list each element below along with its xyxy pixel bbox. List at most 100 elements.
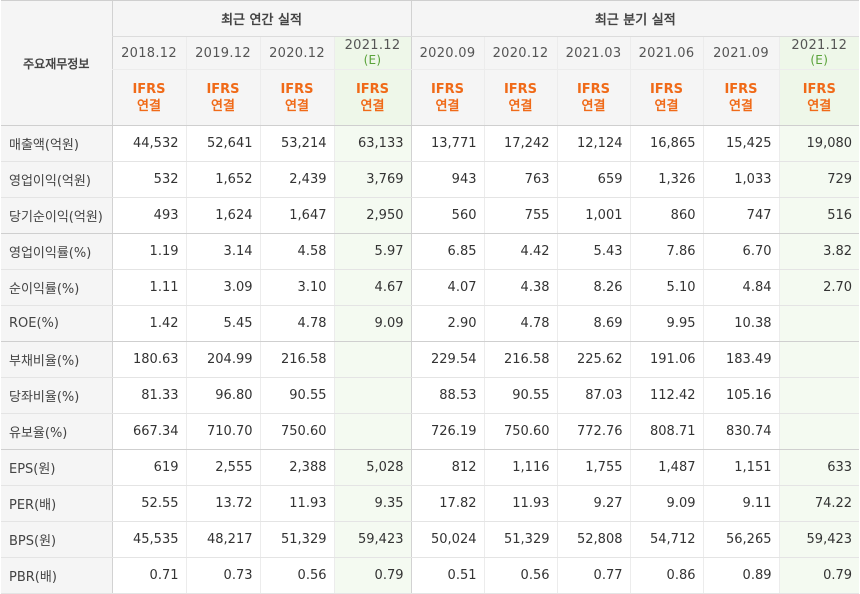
period-label: 2021.12	[791, 38, 848, 53]
basis-line1: IFRS	[724, 81, 758, 97]
table-cell: 659	[556, 161, 630, 198]
table-cell: 3.82	[778, 233, 860, 270]
period-label: 2020.12	[492, 45, 549, 61]
table-cell: 1,326	[629, 161, 703, 198]
basis-line1: IFRS	[576, 81, 611, 97]
table-cell: 0.56	[259, 557, 334, 594]
basis-header: IFRS 연결	[185, 69, 260, 126]
table-cell	[333, 341, 411, 378]
table-cell: 52.55	[111, 485, 186, 522]
row-label: BPS(원)	[1, 521, 112, 558]
basis-line1: IFRS	[802, 81, 836, 97]
table-cell: 56,265	[702, 521, 779, 558]
table-cell: 12,124	[556, 125, 630, 162]
table-cell: 560	[410, 197, 484, 234]
basis-line1: IFRS	[503, 81, 538, 97]
table-cell: 3,769	[333, 161, 411, 198]
table-cell: 1,151	[702, 449, 779, 486]
table-cell: 710.70	[185, 413, 260, 450]
table-cell: 729	[778, 161, 860, 198]
period-header: 2020.09	[410, 36, 484, 70]
table-cell: 5,028	[333, 449, 411, 486]
table-cell: 726.19	[410, 413, 484, 450]
row-label: 영업이익률(%)	[1, 233, 112, 270]
basis-line2: 연결	[360, 98, 385, 114]
table-cell	[778, 377, 860, 414]
basis-line1: IFRS	[355, 81, 390, 97]
table-cell: 1,487	[629, 449, 703, 486]
table-cell	[778, 413, 860, 450]
table-row: ROE(%) 1.42 5.45 4.78 9.09 2.90 4.78 8.69 9.95 10…	[1, 305, 860, 342]
table-cell: 1.42	[111, 305, 186, 342]
row-label: 매출액(억원)	[1, 125, 112, 162]
table-row: BPS(원) 45,535 48,217 51,329 59,423 50,024 51,3…	[1, 521, 860, 558]
table-cell: 5.10	[629, 269, 703, 306]
table-cell	[333, 377, 411, 414]
table-cell: 532	[111, 161, 186, 198]
table-cell: 9.27	[556, 485, 630, 522]
table-cell	[333, 413, 411, 450]
table-cell: 2.70	[778, 269, 860, 306]
basis-line2: 연결	[137, 98, 161, 114]
table-cell: 15,425	[702, 125, 779, 162]
table-cell: 808.71	[629, 413, 703, 450]
table-cell: 54,712	[629, 521, 703, 558]
table-cell: 51,329	[483, 521, 557, 558]
basis-line2: 연결	[435, 98, 460, 114]
table-cell: 229.54	[410, 341, 484, 378]
row-label: 당기순이익(억원)	[1, 197, 112, 234]
table-cell: 87.03	[556, 377, 630, 414]
table-cell: 4.67	[333, 269, 411, 306]
table-cell: 90.55	[259, 377, 334, 414]
period-label: 2021.06	[638, 45, 695, 61]
table-cell: 11.93	[259, 485, 334, 522]
table-cell: 6.70	[702, 233, 779, 270]
basis-line2: 연결	[508, 98, 533, 114]
table-cell: 943	[410, 161, 484, 198]
table-cell: 3.10	[259, 269, 334, 306]
table-cell: 4.07	[410, 269, 484, 306]
table-cell: 5.43	[556, 233, 630, 270]
basis-line2: 연결	[654, 98, 679, 114]
table-cell: 2.90	[410, 305, 484, 342]
table-cell: 0.79	[333, 557, 411, 594]
table-cell: 9.09	[333, 305, 411, 342]
table-cell: 4.78	[483, 305, 557, 342]
period-header: 2021.03	[556, 36, 630, 70]
table-cell: 1.19	[111, 233, 186, 270]
table-cell: 2,388	[259, 449, 334, 486]
table-cell: 3.14	[185, 233, 260, 270]
period-label: 2020.09	[419, 45, 476, 61]
period-label: 2020.12	[269, 45, 325, 61]
table-cell: 1.11	[111, 269, 186, 306]
table-row: 당기순이익(억원) 493 1,624 1,647 2,950 560 755 1,001 86…	[1, 197, 860, 234]
table-cell: 51,329	[259, 521, 334, 558]
table-cell: 750.60	[259, 413, 334, 450]
estimate-marker: (E)	[363, 53, 382, 67]
table-cell: 2,950	[333, 197, 411, 234]
corner-label: 주요재무정보	[1, 0, 112, 126]
table-cell: 0.73	[185, 557, 260, 594]
table-cell: 0.89	[702, 557, 779, 594]
table-cell: 0.77	[556, 557, 630, 594]
table-cell: 1,652	[185, 161, 260, 198]
table-cell: 0.56	[483, 557, 557, 594]
table-cell: 11.93	[483, 485, 557, 522]
table-cell: 63,133	[333, 125, 411, 162]
period-label: 2021.03	[565, 45, 622, 61]
basis-line1: IFRS	[206, 81, 240, 97]
table-cell	[778, 341, 860, 378]
basis-header: IFRS 연결	[333, 69, 411, 126]
table-cell: 8.69	[556, 305, 630, 342]
basis-line2: 연결	[285, 98, 309, 114]
period-header: 2020.12	[483, 36, 557, 70]
basis-header: IFRS 연결	[556, 69, 630, 126]
table-row: 당좌비율(%) 81.33 96.80 90.55 88.53 90.55 87.03 112…	[1, 377, 860, 414]
table-cell: 0.71	[111, 557, 186, 594]
table-cell: 9.11	[702, 485, 779, 522]
table-cell: 48,217	[185, 521, 260, 558]
basis-header: IFRS 연결	[111, 69, 186, 126]
table-cell: 53,214	[259, 125, 334, 162]
table-cell: 7.86	[629, 233, 703, 270]
group-header-quarterly: 최근 분기 실적	[410, 0, 860, 37]
